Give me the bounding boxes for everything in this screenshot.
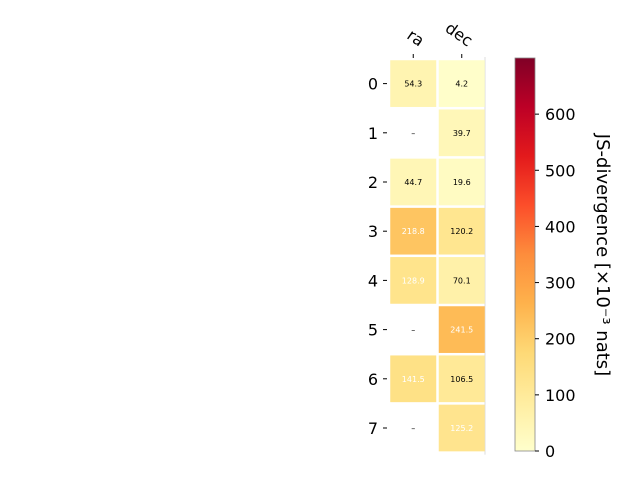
row-label: 0 (368, 75, 378, 94)
row-label: 2 (368, 173, 378, 192)
colorbar-label: JS-divergence [×10⁻³ nats] (592, 133, 613, 376)
colorbar: 0 100 200 300 400 500 600 (514, 57, 576, 461)
column-labels: ra dec (404, 18, 476, 58)
heatmap-cells: 54.3 4.2 – 39.7 44.7 19.6 218.8 120.2 128.9 70.1 –… (390, 57, 486, 455)
cell-value-label: 19.6 (453, 178, 471, 187)
heatmap-cell (390, 355, 437, 403)
heatmap-cell (390, 207, 437, 255)
cell-value-label: – (411, 424, 415, 433)
cell-value-label: 218.8 (402, 227, 425, 236)
column-label: ra (404, 25, 428, 50)
cell-value-label: 70.1 (453, 276, 471, 285)
row-labels: 0 1 2 3 4 5 6 7 (368, 75, 387, 438)
cell-value-label: 125.2 (450, 424, 473, 433)
colorbar-tick-label: 200 (545, 330, 576, 349)
colorbar-tick-label: 500 (545, 161, 576, 180)
row-label: 3 (368, 222, 378, 241)
cell-value-label: 39.7 (453, 129, 471, 138)
cell-value-label: – (411, 326, 415, 335)
cell-value-label: 106.5 (450, 375, 473, 384)
colorbar-gradient (514, 57, 536, 452)
heatmap-cell (390, 60, 437, 107)
cell-value-label: 44.7 (404, 178, 422, 187)
heatmap-cell (438, 404, 485, 452)
heatmap-cell (438, 306, 485, 353)
cell-value-label: 141.5 (402, 375, 425, 384)
colorbar-tick-label: 400 (545, 217, 576, 236)
row-label: 5 (368, 321, 378, 340)
row-label: 7 (368, 419, 378, 438)
cell-value-label: – (411, 129, 415, 138)
heatmap-cell (438, 207, 485, 255)
heatmap-cell (390, 158, 437, 206)
colorbar-tick-label: 300 (545, 274, 576, 293)
cell-value-label: 120.2 (450, 227, 473, 236)
column-label: dec (442, 18, 476, 50)
heatmap-cell (438, 257, 485, 304)
row-label: 1 (368, 124, 378, 143)
cell-value-label: 241.5 (450, 326, 473, 335)
heatmap-cell (438, 109, 485, 157)
row-label: 4 (368, 271, 378, 290)
cell-value-label: 4.2 (455, 80, 468, 89)
cell-value-label: 128.9 (402, 276, 425, 285)
colorbar-tick-label: 600 (545, 105, 576, 124)
row-label: 6 (368, 370, 378, 389)
heatmap-cell (438, 355, 485, 403)
heatmap-cell (438, 60, 485, 107)
cell-value-label: 54.3 (404, 80, 422, 89)
heatmap-cell (390, 257, 437, 304)
colorbar-tick-label: 0 (545, 442, 555, 461)
colorbar-tick-label: 100 (545, 386, 576, 405)
heatmap-cell (438, 158, 485, 206)
